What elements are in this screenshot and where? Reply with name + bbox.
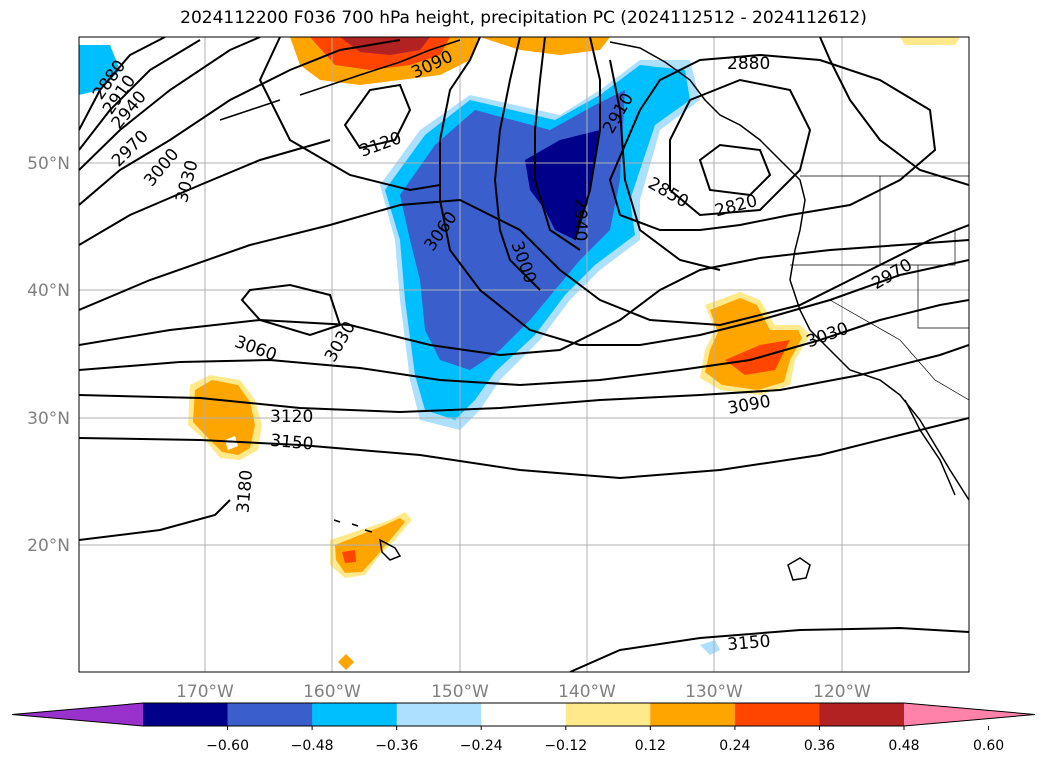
lon-label: 120°W xyxy=(813,682,871,702)
longitude-labels: 170°W 160°W 150°W 140°W 130°W 120°W xyxy=(176,682,871,702)
colorbar: −0.60 −0.48 −0.36 −0.24 −0.12 0.12 0.24 0.36 0.4… xyxy=(11,702,1036,754)
colorbar-tick-label: −0.60 xyxy=(206,738,249,754)
lon-label: 170°W xyxy=(176,682,234,702)
colorbar-extend-max xyxy=(904,703,1035,726)
contour-label: 2940 xyxy=(570,198,590,241)
map-gridlines xyxy=(79,37,969,672)
height-contours xyxy=(79,37,969,672)
lat-label: 20°N xyxy=(27,536,70,556)
colorbar-segment xyxy=(312,703,398,726)
lat-label: 30°N xyxy=(27,409,70,429)
colorbar-tick-label: 0.24 xyxy=(719,738,750,754)
latitude-labels: 50°N 40°N 30°N 20°N xyxy=(27,154,70,556)
colorbar-tick-label: −0.12 xyxy=(544,738,587,754)
colorbar-tick-label: −0.48 xyxy=(291,738,334,754)
contour-label: 3120 xyxy=(270,407,313,427)
colorbar-tick-label: −0.36 xyxy=(375,738,418,754)
colorbar-segment xyxy=(565,703,651,726)
colorbar-outline xyxy=(11,702,1036,727)
coastlines xyxy=(219,39,969,581)
colorbar-tick-label: 0.12 xyxy=(635,738,666,754)
lon-label: 160°W xyxy=(303,682,361,702)
colorbar-extend-min xyxy=(12,703,143,726)
contour-label: 3180 xyxy=(233,469,257,514)
lat-label: 50°N xyxy=(27,154,70,174)
contour-label: 3150 xyxy=(269,431,314,455)
colorbar-segment xyxy=(650,703,736,726)
contour-label: 2880 xyxy=(727,54,770,74)
colorbar-segment xyxy=(819,703,905,726)
map-title: 2024112200 F036 700 hPa height, precipit… xyxy=(180,8,867,28)
lon-label: 150°W xyxy=(431,682,489,702)
contour-label: 3150 xyxy=(726,631,771,655)
colorbar-tick-label: −0.24 xyxy=(460,738,503,754)
colorbar-tick-label: 0.60 xyxy=(973,738,1004,754)
colorbar-tick-label: 0.36 xyxy=(804,738,835,754)
colorbar-segment xyxy=(227,703,313,726)
lat-label: 40°N xyxy=(27,281,70,301)
lon-label: 130°W xyxy=(685,682,743,702)
map-frame xyxy=(78,36,970,673)
colorbar-segment xyxy=(734,703,820,726)
colorbar-segment xyxy=(143,703,229,726)
colorbar-tick-label: 0.48 xyxy=(888,738,919,754)
colorbar-segment xyxy=(481,703,567,726)
colorbar-segment xyxy=(396,703,482,726)
lon-label: 140°W xyxy=(558,682,616,702)
